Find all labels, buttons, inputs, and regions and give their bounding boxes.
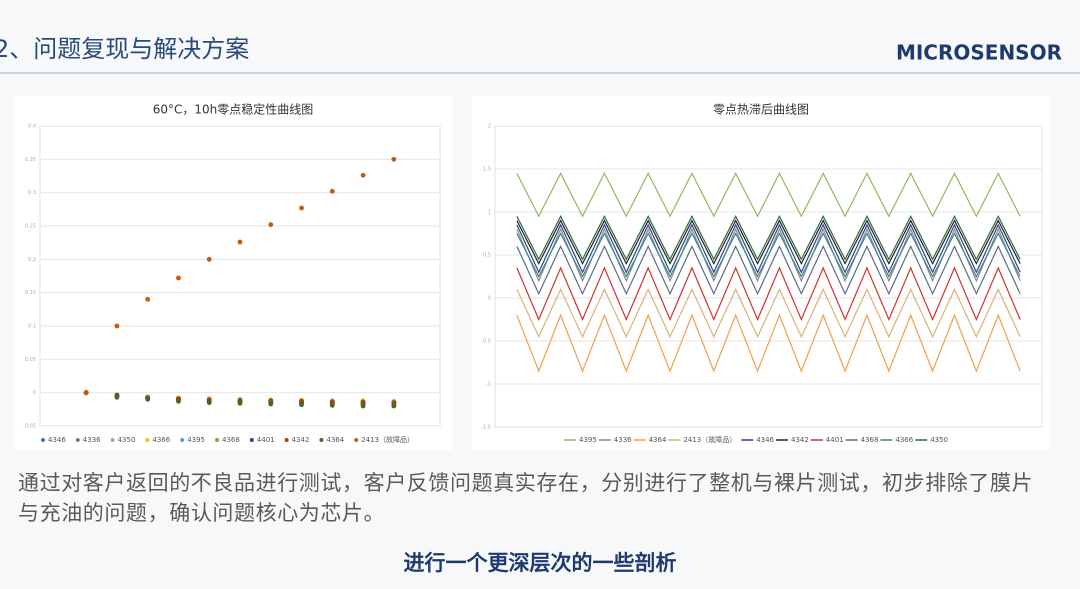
legend-label: 2413（故障品） [683,435,736,444]
legend-label: 4342 [292,436,310,444]
series-line [516,313,1021,373]
point [145,396,151,402]
legend-label: 4395 [579,436,597,444]
legend-label: 4366 [152,436,170,444]
legend-label: 4336 [614,436,632,444]
series-line [516,214,1021,261]
legend-marker [145,438,150,442]
point [329,402,335,408]
legend-label: 4364 [649,436,667,444]
legend-label: 4342 [791,436,809,444]
legend-label: 4364 [326,436,344,444]
legend-marker [180,438,185,442]
series-line [516,266,1021,322]
legend-label: 4401 [257,436,275,444]
point [145,296,151,302]
point [176,398,181,404]
series-line [516,244,1021,296]
y-tick-label: 0 [33,390,36,396]
chart-panel [14,96,452,450]
point [268,398,274,404]
series-line [516,232,1021,278]
y-tick-label: -1.5 [481,425,491,431]
point [391,400,397,406]
point [329,188,335,194]
legend-label: 4346 [756,436,774,444]
plot-border [494,125,1043,428]
y-tick-label: 0.3 [28,190,36,196]
point [329,399,335,405]
y-tick-label: -1 [486,382,491,388]
slide-title: 2、问题复现与解决方案 [0,35,249,63]
legend-label: 4401 [826,436,844,444]
legend-marker [41,438,45,442]
y-tick-label: 0.4 [28,124,36,130]
series-line [516,223,1021,274]
point [360,399,366,405]
legend-label: 4395 [187,436,205,444]
chart-title: 60°C，10h零点稳定性曲线图 [153,102,314,117]
point [299,398,304,404]
point [391,156,397,162]
point [268,222,274,228]
legend-label: 4368 [861,436,879,444]
point [360,403,366,409]
chart-title: 零点热滞后曲线图 [713,103,809,117]
point [83,390,89,396]
y-tick-label: -0.05 [23,424,36,430]
y-tick-label: 2 [488,124,491,130]
point [237,239,243,245]
point [206,256,212,262]
y-tick-label: 0.1 [28,324,36,330]
legend-label: 4350 [118,436,136,444]
y-tick-label: 1 [488,210,491,216]
plot-border [39,125,441,427]
point [206,400,212,406]
legend-label: 4368 [222,436,240,444]
y-tick-label: 0.2 [28,257,36,263]
y-tick-label: 0.5 [483,253,491,259]
legend-label: 2413（故障品） [361,435,414,444]
point [114,323,120,329]
y-tick-label: 0.35 [25,157,36,163]
point [360,172,366,178]
point [268,401,274,407]
legend-label: 4346 [48,436,66,444]
legend-marker [284,438,289,442]
series-line [516,287,1021,339]
point [391,403,397,409]
point [114,394,120,400]
legend-label: 4336 [83,436,101,444]
legend-marker [110,438,115,442]
legend-marker [75,438,80,442]
point [299,402,304,408]
legend-marker [249,438,254,442]
point [237,400,243,406]
y-tick-label: 1.5 [483,167,491,173]
legend-label: 4350 [930,436,948,444]
body-text: 通过对客户返回的不良品进行测试，客户反馈问题真实存在，分别进行了整机与裸片测试，… [18,471,1034,525]
legend-marker [319,438,324,442]
y-tick-label: 0.25 [25,224,36,230]
series-line [516,219,1021,265]
legend-marker [354,438,359,442]
y-tick-label: 0.05 [25,357,36,363]
point [176,275,181,281]
legend-marker [215,438,219,442]
logo: MICROSENSOR [896,41,1062,65]
y-tick-label: 0.15 [25,290,36,296]
y-tick-label: 0 [488,296,491,302]
y-tick-label: -0.5 [481,339,491,345]
series-line [516,171,1021,218]
point [299,205,304,211]
legend-label: 4366 [895,436,913,444]
emphasis: 进行一个更深层次的一些剖析 [403,551,677,575]
